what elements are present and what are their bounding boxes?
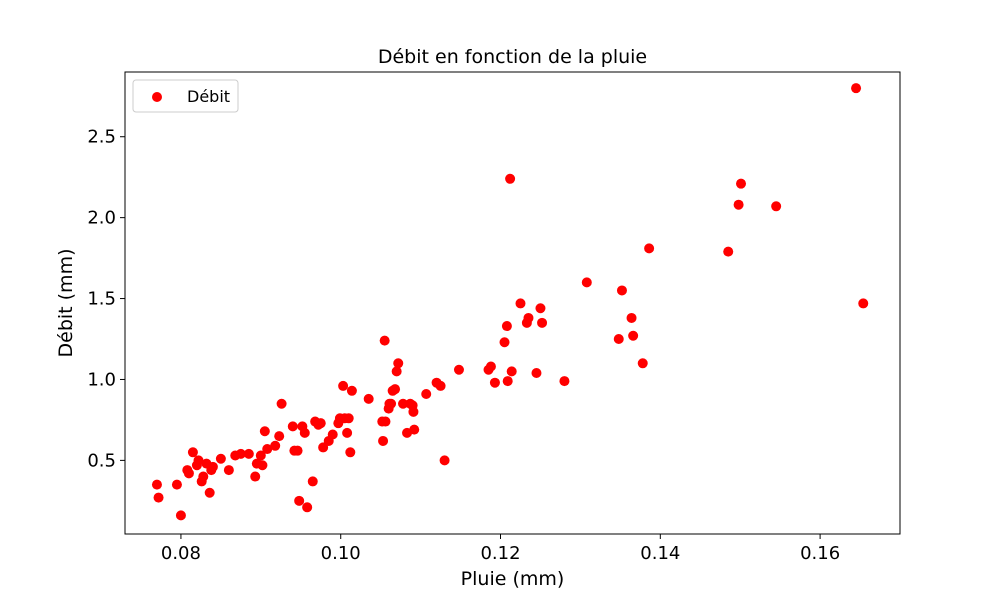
data-point — [489, 377, 500, 388]
x-tick-label: 0.14 — [640, 543, 680, 564]
plot-area-frame — [124, 71, 901, 535]
data-point — [858, 298, 869, 309]
data-point — [151, 479, 162, 490]
x-tick-label: 0.16 — [800, 543, 840, 564]
data-point — [386, 398, 397, 409]
data-point — [637, 358, 648, 369]
data-point — [723, 246, 734, 257]
x-tick-label: 0.10 — [321, 543, 361, 564]
x-axis-label: Pluie (mm) — [461, 568, 565, 590]
data-point — [294, 495, 305, 506]
data-point — [644, 243, 655, 254]
data-point — [338, 380, 349, 391]
data-point — [274, 431, 285, 442]
data-point — [391, 366, 402, 377]
data-point — [626, 312, 637, 323]
data-point — [515, 298, 526, 309]
data-point — [287, 421, 298, 432]
data-point — [535, 303, 546, 314]
data-point — [276, 398, 287, 409]
data-point — [390, 384, 401, 395]
data-point — [485, 361, 496, 372]
data-point — [302, 502, 313, 513]
data-point — [531, 367, 542, 378]
data-point — [628, 330, 639, 341]
data-point — [318, 442, 329, 453]
legend-box — [132, 79, 239, 113]
x-tick-label: 0.08 — [161, 543, 201, 564]
data-point — [171, 479, 182, 490]
data-point — [250, 471, 261, 482]
legend-marker — [152, 92, 162, 102]
x-tick-label: 0.12 — [480, 543, 520, 564]
data-point — [613, 334, 624, 345]
data-point — [616, 285, 627, 296]
chart-title: Débit en fonction de la pluie — [378, 46, 647, 68]
data-point — [435, 380, 446, 391]
data-point — [175, 510, 186, 521]
data-point — [235, 448, 246, 459]
y-tick-label: 1.5 — [87, 289, 116, 310]
data-point — [243, 448, 254, 459]
data-point — [153, 492, 164, 503]
y-tick-label: 1.0 — [87, 369, 116, 390]
data-point — [183, 468, 194, 479]
data-point — [771, 201, 782, 212]
data-point — [307, 476, 318, 487]
data-point — [327, 429, 338, 440]
data-point — [453, 364, 464, 375]
data-point — [223, 465, 234, 476]
data-point — [393, 358, 404, 369]
data-point — [262, 444, 273, 455]
data-point — [733, 199, 744, 210]
data-point — [523, 312, 534, 323]
data-point — [409, 424, 420, 435]
y-tick-label: 2.0 — [87, 208, 116, 229]
data-point — [346, 385, 357, 396]
data-point — [342, 427, 353, 438]
data-point — [343, 413, 354, 424]
x-axis-ticks: 0.08 0.10 0.12 0.14 0.16 — [161, 534, 840, 564]
data-point — [736, 178, 747, 189]
data-point — [363, 393, 374, 404]
data-point — [198, 471, 209, 482]
data-point — [204, 487, 215, 498]
y-axis-label: Débit (mm) — [55, 249, 77, 358]
data-point — [215, 453, 226, 464]
data-point — [259, 426, 270, 437]
legend-label: Débit — [187, 87, 230, 106]
data-point — [380, 416, 391, 427]
data-point — [379, 335, 390, 346]
data-point — [193, 455, 204, 466]
data-point — [501, 321, 512, 332]
data-point — [851, 83, 862, 94]
data-point — [506, 366, 517, 377]
y-tick-label: 2.5 — [87, 127, 116, 148]
y-tick-label: 0.5 — [87, 450, 116, 471]
data-point — [439, 455, 450, 466]
data-point — [537, 317, 548, 328]
data-point — [292, 445, 303, 456]
data-point — [581, 277, 592, 288]
data-point — [187, 447, 198, 458]
data-point — [505, 173, 516, 184]
data-point — [499, 337, 510, 348]
data-point — [255, 450, 266, 461]
data-point — [378, 435, 389, 446]
legend: Débit — [132, 79, 239, 113]
data-point — [502, 376, 513, 387]
data-point — [270, 440, 281, 451]
data-point — [398, 398, 409, 409]
data-point — [345, 447, 356, 458]
y-axis-ticks: 0.5 1.0 1.5 2.0 2.5 — [87, 127, 125, 471]
data-points — [151, 83, 869, 521]
data-point — [315, 418, 326, 429]
data-point — [207, 461, 218, 472]
data-point — [257, 460, 268, 471]
data-point — [559, 376, 570, 387]
data-point — [421, 389, 432, 400]
data-point — [299, 427, 310, 438]
data-point — [408, 406, 419, 417]
